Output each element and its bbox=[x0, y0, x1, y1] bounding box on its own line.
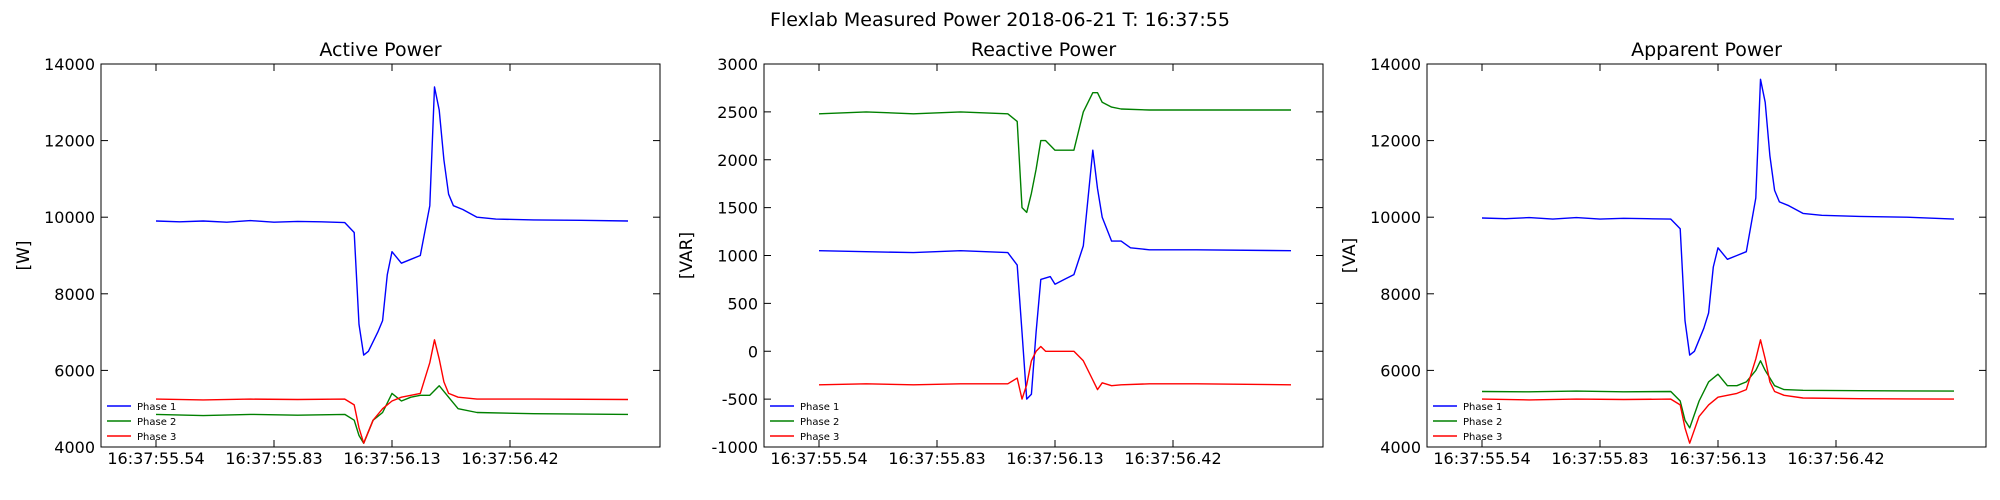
apparent-power-xtick-label: 16:37:55.83 bbox=[1551, 449, 1648, 468]
active-power-legend-label-phase-3: Phase 3 bbox=[137, 432, 176, 443]
reactive-power-ytick-label: -1000 bbox=[712, 438, 759, 457]
active-power-ytick-label: 10000 bbox=[44, 208, 95, 227]
active-power-ytick-label: 6000 bbox=[54, 361, 95, 380]
apparent-power-ylabel: [VA] bbox=[1340, 238, 1360, 273]
apparent-power-panel: Apparent Power [VA] 4000 6000 8000 10000 12000… bbox=[1340, 39, 1987, 468]
figure-suptitle: Flexlab Measured Power 2018-06-21 T: 16:… bbox=[770, 9, 1230, 31]
apparent-power-xtick-label: 16:37:56.42 bbox=[1787, 449, 1884, 468]
reactive-power-ytick-label: 2000 bbox=[717, 151, 758, 170]
apparent-power-ytick-label: 12000 bbox=[1370, 132, 1421, 151]
apparent-power-axes-frame bbox=[1426, 63, 1987, 448]
reactive-power-xtick-label: 16:37:56.42 bbox=[1124, 449, 1221, 468]
reactive-power-legend-label-phase-3: Phase 3 bbox=[800, 432, 839, 443]
apparent-power-legend: Phase 1 Phase 2 Phase 3 bbox=[1433, 402, 1502, 443]
apparent-power-ytick-label: 8000 bbox=[1380, 285, 1421, 304]
apparent-power-legend-label-phase-2: Phase 2 bbox=[1463, 417, 1502, 428]
reactive-power-title: Reactive Power bbox=[971, 39, 1116, 61]
reactive-power-axes-frame bbox=[763, 63, 1324, 448]
apparent-power-title: Apparent Power bbox=[1631, 39, 1782, 61]
apparent-power-ytick-label: 10000 bbox=[1370, 208, 1421, 227]
reactive-power-ytick-label: 3000 bbox=[717, 55, 758, 74]
active-power-xtick-label: 16:37:55.83 bbox=[225, 449, 322, 468]
reactive-power-xtick-label: 16:37:55.83 bbox=[888, 449, 985, 468]
reactive-power-ytick-label: 0 bbox=[748, 342, 758, 361]
active-power-title: Active Power bbox=[319, 39, 441, 61]
active-power-ytick-label: 12000 bbox=[44, 132, 95, 151]
active-power-ylabel: [W] bbox=[14, 240, 34, 270]
reactive-power-ytick-label: 1500 bbox=[717, 199, 758, 218]
reactive-power-xtick-label: 16:37:55.54 bbox=[770, 449, 867, 468]
reactive-power-panel: Reactive Power [VAR] -1000 -500 0 500 1000 1500… bbox=[677, 39, 1324, 468]
active-power-legend: Phase 1 Phase 2 Phase 3 bbox=[107, 402, 176, 443]
reactive-power-ytick-label: 1000 bbox=[717, 247, 758, 266]
active-power-legend-label-phase-1: Phase 1 bbox=[137, 402, 176, 413]
active-power-series-phase-3 bbox=[155, 339, 629, 444]
reactive-power-series-phase-3 bbox=[818, 345, 1292, 400]
apparent-power-ytick-label: 14000 bbox=[1370, 55, 1421, 74]
active-power-ytick-label: 8000 bbox=[54, 285, 95, 304]
active-power-legend-label-phase-2: Phase 2 bbox=[137, 417, 176, 428]
reactive-power-ylabel: [VAR] bbox=[677, 232, 697, 279]
active-power-xtick-label: 16:37:55.54 bbox=[107, 449, 204, 468]
reactive-power-legend-label-phase-2: Phase 2 bbox=[800, 417, 839, 428]
reactive-power-series-phase-1 bbox=[818, 149, 1292, 400]
active-power-ytick-label: 14000 bbox=[44, 55, 95, 74]
reactive-power-xtick-label: 16:37:56.13 bbox=[1006, 449, 1103, 468]
reactive-power-legend-label-phase-1: Phase 1 bbox=[800, 402, 839, 413]
apparent-power-xtick-label: 16:37:56.13 bbox=[1669, 449, 1766, 468]
apparent-power-series-phase-2 bbox=[1481, 360, 1955, 429]
reactive-power-ytick-label: -500 bbox=[722, 390, 758, 409]
apparent-power-legend-label-phase-1: Phase 1 bbox=[1463, 402, 1502, 413]
reactive-power-ytick-label: 500 bbox=[727, 294, 758, 313]
reactive-power-legend: Phase 1 Phase 2 Phase 3 bbox=[770, 402, 839, 443]
reactive-power-ytick-label: 2500 bbox=[717, 103, 758, 122]
apparent-power-xtick-label: 16:37:55.54 bbox=[1433, 449, 1530, 468]
active-power-series-phase-1 bbox=[155, 86, 629, 356]
active-power-xtick-label: 16:37:56.13 bbox=[343, 449, 440, 468]
active-power-ytick-label: 4000 bbox=[54, 438, 95, 457]
apparent-power-series-phase-1 bbox=[1481, 78, 1955, 356]
apparent-power-legend-label-phase-3: Phase 3 bbox=[1463, 432, 1502, 443]
reactive-power-series-phase-2 bbox=[818, 91, 1291, 214]
active-power-series-phase-2 bbox=[155, 385, 629, 444]
apparent-power-ytick-label: 6000 bbox=[1380, 361, 1421, 380]
apparent-power-ytick-label: 4000 bbox=[1380, 438, 1421, 457]
active-power-panel: Active Power [W] 4000 6000 8000 10000 12000 140… bbox=[14, 39, 661, 468]
apparent-power-series-phase-3 bbox=[1481, 339, 1955, 444]
active-power-xtick-label: 16:37:56.42 bbox=[461, 449, 558, 468]
active-power-axes-frame bbox=[100, 63, 661, 448]
